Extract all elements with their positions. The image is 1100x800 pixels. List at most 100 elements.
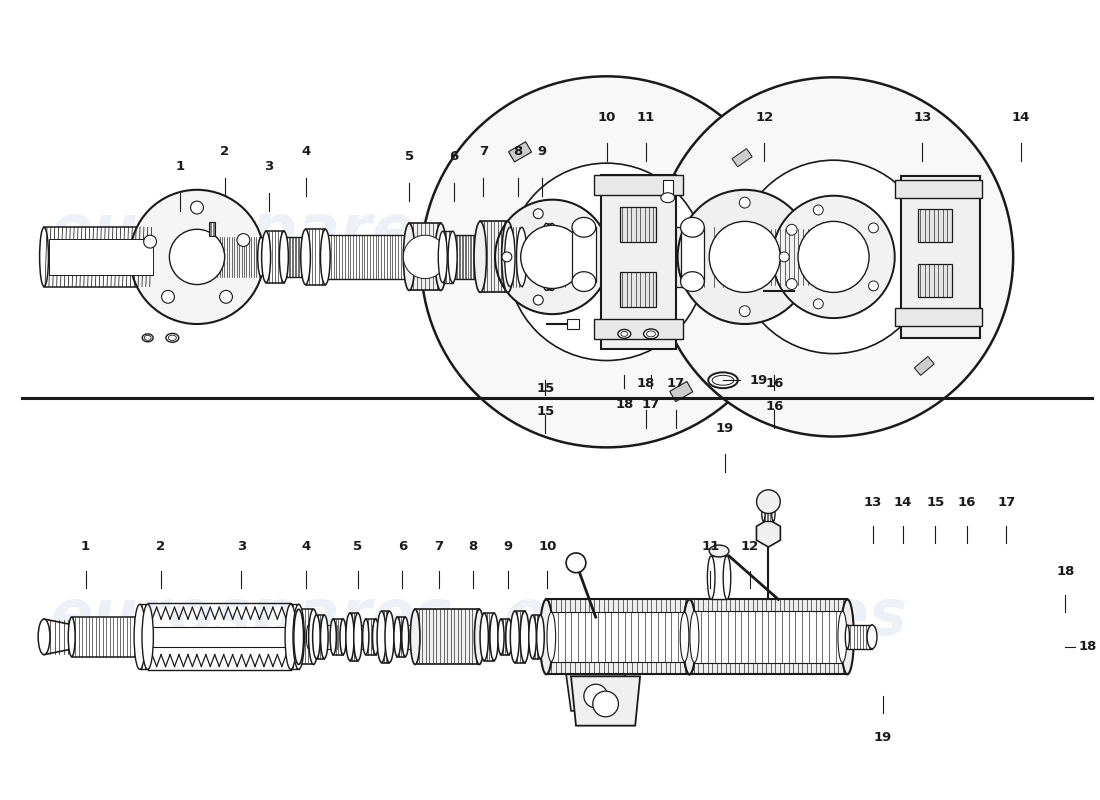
Bar [409, 223, 441, 290]
Circle shape [495, 200, 609, 314]
Circle shape [502, 252, 512, 262]
Bar [452, 235, 481, 278]
Ellipse shape [293, 604, 305, 670]
Ellipse shape [547, 223, 558, 290]
Ellipse shape [300, 230, 310, 285]
Ellipse shape [285, 604, 297, 670]
Text: 16: 16 [958, 495, 976, 509]
Text: 10: 10 [597, 110, 616, 124]
Text: 19: 19 [750, 374, 768, 386]
Circle shape [534, 209, 543, 218]
Text: 18: 18 [637, 377, 656, 390]
Circle shape [798, 222, 869, 293]
Ellipse shape [142, 334, 153, 342]
Bar [748, 230, 830, 285]
Ellipse shape [477, 625, 482, 649]
Ellipse shape [448, 231, 458, 282]
Ellipse shape [262, 231, 271, 282]
Ellipse shape [540, 223, 552, 290]
Text: 1: 1 [176, 160, 185, 173]
Ellipse shape [547, 612, 556, 662]
Text: 5: 5 [353, 540, 362, 553]
Circle shape [786, 278, 798, 290]
Text: eurospares: eurospares [504, 586, 908, 648]
Bar [366, 619, 375, 654]
Ellipse shape [544, 625, 549, 649]
Bar [480, 625, 547, 649]
Bar [547, 599, 690, 674]
Polygon shape [44, 619, 74, 654]
Ellipse shape [712, 375, 734, 385]
Bar [442, 231, 452, 282]
Bar [397, 617, 405, 657]
Ellipse shape [708, 372, 738, 388]
Circle shape [169, 230, 224, 285]
Text: 6: 6 [398, 540, 407, 553]
Text: 2: 2 [156, 540, 165, 553]
Ellipse shape [550, 227, 560, 286]
Ellipse shape [476, 235, 484, 278]
Bar [44, 227, 153, 286]
Circle shape [737, 160, 931, 354]
Bar [712, 556, 727, 599]
Polygon shape [571, 676, 640, 726]
Bar [620, 206, 656, 242]
Bar [732, 149, 752, 167]
Bar [481, 222, 508, 293]
Bar [763, 502, 773, 522]
Ellipse shape [377, 611, 386, 662]
Bar [299, 610, 314, 665]
Ellipse shape [406, 235, 412, 278]
Circle shape [162, 290, 175, 303]
Ellipse shape [572, 218, 596, 237]
Bar [140, 604, 147, 670]
Ellipse shape [294, 610, 304, 665]
Text: 6: 6 [449, 150, 459, 163]
Circle shape [653, 78, 1013, 437]
Text: 14: 14 [1012, 110, 1031, 124]
Text: 13: 13 [864, 495, 882, 509]
Circle shape [813, 299, 823, 309]
Bar [484, 613, 494, 661]
Circle shape [534, 295, 543, 305]
Bar [894, 180, 981, 198]
Ellipse shape [506, 619, 512, 654]
Text: 12: 12 [756, 110, 773, 124]
Text: 3: 3 [236, 540, 246, 553]
Bar [670, 382, 693, 402]
Ellipse shape [647, 331, 656, 337]
Circle shape [869, 281, 879, 291]
Circle shape [584, 684, 607, 708]
Ellipse shape [840, 599, 854, 674]
Bar [382, 611, 389, 662]
Ellipse shape [771, 502, 775, 522]
Circle shape [739, 306, 750, 317]
Ellipse shape [661, 193, 674, 202]
Text: 16: 16 [766, 377, 783, 390]
Text: 10: 10 [538, 540, 557, 553]
Ellipse shape [141, 627, 144, 646]
Bar [326, 235, 409, 278]
Ellipse shape [302, 237, 309, 277]
Circle shape [692, 224, 703, 235]
Ellipse shape [540, 599, 553, 674]
Bar [594, 319, 683, 339]
Text: 19: 19 [716, 422, 734, 434]
Bar [601, 175, 675, 349]
Ellipse shape [518, 235, 526, 278]
Circle shape [779, 252, 789, 262]
Bar [308, 625, 412, 649]
Ellipse shape [280, 237, 287, 277]
Bar [594, 175, 683, 194]
Ellipse shape [340, 619, 346, 654]
Bar [901, 176, 980, 338]
Text: 18: 18 [615, 398, 634, 411]
Bar [620, 272, 656, 307]
Bar [350, 613, 358, 661]
Circle shape [757, 490, 780, 514]
Circle shape [710, 222, 780, 293]
Bar [572, 227, 596, 282]
Ellipse shape [707, 556, 715, 599]
Circle shape [584, 226, 594, 235]
Bar [551, 612, 684, 662]
